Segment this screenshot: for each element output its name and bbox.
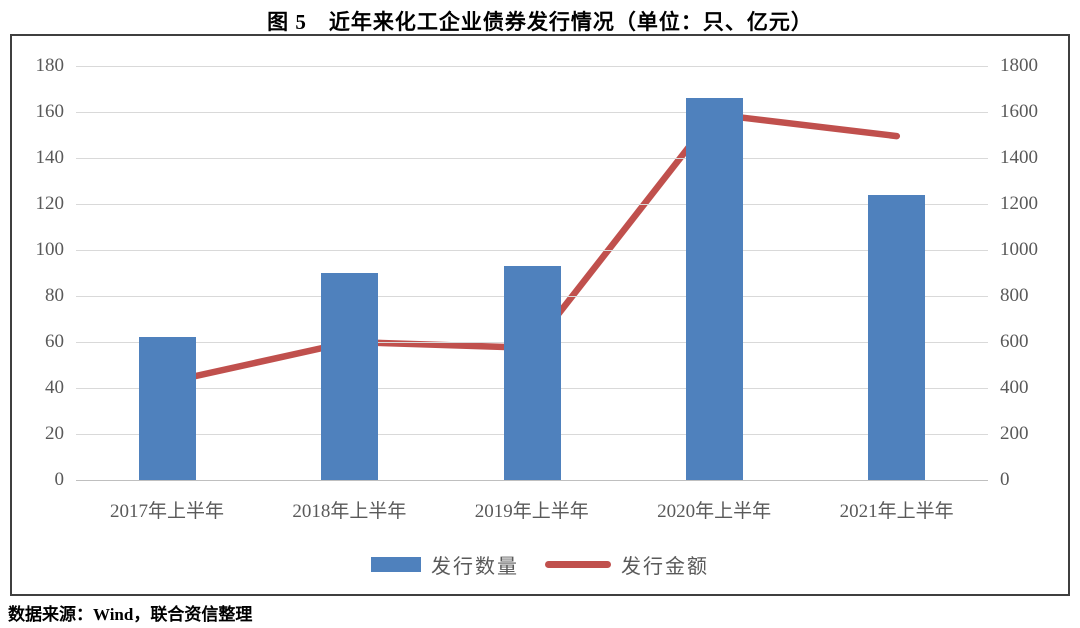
legend: 发行数量 发行金额 — [12, 550, 1068, 579]
x-axis-label: 2019年上半年 — [474, 501, 589, 522]
x-axis-label: 2017年上半年 — [109, 501, 224, 522]
left-axis-tick-label: 0 — [54, 469, 65, 490]
left-axis-tick-label: 120 — [35, 193, 65, 214]
gridline — [76, 203, 988, 205]
right-axis-tick-label: 600 — [1000, 331, 1029, 352]
gridline — [76, 111, 988, 113]
legend-item: 发行数量 — [371, 550, 519, 579]
left-axis-tick-label: 160 — [35, 101, 65, 122]
left-axis-tick-label: 100 — [35, 239, 65, 260]
right-axis-tick-label: 200 — [1000, 423, 1029, 444]
right-axis-tick-label: 0 — [1000, 469, 1010, 490]
left-axis-tick-label: 60 — [45, 331, 64, 352]
left-axis-tick-label: 180 — [35, 55, 65, 76]
x-axis-label: 2018年上半年 — [292, 501, 407, 522]
gridline — [76, 157, 988, 159]
quantity-bar — [321, 273, 379, 480]
line-swatch-icon — [545, 561, 611, 568]
right-axis-tick-label: 1600 — [1000, 101, 1038, 122]
right-axis-tick-label: 1800 — [1000, 55, 1038, 76]
left-axis-tick-label: 20 — [45, 423, 64, 444]
left-axis-tick-label: 40 — [45, 377, 64, 398]
legend-item: 发行金额 — [545, 550, 709, 579]
left-axis-tick-label: 140 — [35, 147, 65, 168]
quantity-bar — [685, 98, 743, 480]
source-note: 数据来源：Wind，联合资信整理 — [8, 605, 253, 624]
x-axis-line — [76, 479, 988, 481]
right-axis-tick-label: 1200 — [1000, 193, 1038, 214]
legend-label: 发行数量 — [431, 556, 519, 578]
chart-box: 发行数量 发行金额 0 0 20 200 40 400 60 600 80 800 100 1000 12… — [10, 34, 1070, 596]
right-axis-tick-label: 1000 — [1000, 239, 1038, 260]
right-axis-tick-label: 1400 — [1000, 147, 1038, 168]
legend-label: 发行金额 — [621, 556, 709, 578]
plot-area — [76, 65, 988, 481]
left-axis-tick-label: 80 — [45, 285, 64, 306]
bar-swatch-icon — [371, 557, 421, 572]
gridline — [76, 249, 988, 251]
gridline — [76, 65, 988, 67]
x-axis-label: 2020年上半年 — [657, 501, 772, 522]
quantity-bar — [868, 194, 926, 480]
right-axis-tick-label: 800 — [1000, 285, 1029, 306]
chart-title: 图 5 近年来化工企业债券发行情况（单位：只、亿元） — [267, 10, 813, 34]
quantity-bar — [503, 266, 561, 480]
x-axis-label: 2021年上半年 — [839, 501, 954, 522]
right-axis-tick-label: 400 — [1000, 377, 1029, 398]
quantity-bar — [138, 337, 196, 480]
